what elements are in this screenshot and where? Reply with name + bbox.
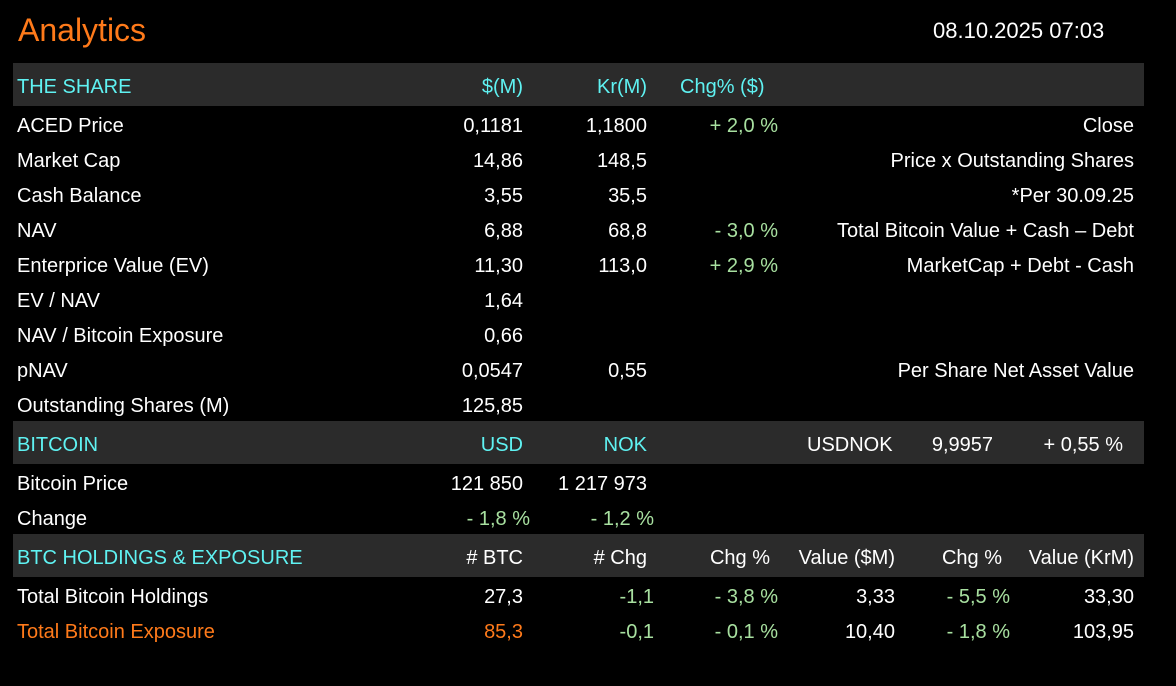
holdings-row-chg-btc: -1,1 [619, 586, 654, 608]
holdings-row-label: Total Bitcoin Holdings [17, 586, 209, 608]
share-row-label: Market Cap [17, 150, 121, 172]
share-row-usd: 6,88 [484, 220, 523, 242]
share-col-kr-header: Kr(M) [597, 76, 647, 98]
bitcoin-row-usd: 121 850 [450, 473, 523, 495]
holdings-row-chg-pct: - 0,1 % [714, 621, 778, 643]
holdings-row-chg-pct2: - 1,8 % [946, 621, 1010, 643]
bitcoin-col-usd-header: USD [480, 434, 523, 456]
holdings-row-chg-btc: -0,1 [619, 621, 654, 643]
holdings-col-value-usd-header: Value ($M) [798, 547, 895, 569]
holdings-row-value-kr: 33,30 [1083, 586, 1134, 608]
holdings-row-value-kr: 103,95 [1072, 621, 1134, 643]
holdings-header-band [13, 534, 1144, 577]
share-row-note: Per Share Net Asset Value [897, 360, 1134, 382]
share-row-usd: 0,1181 [463, 115, 523, 137]
holdings-col-value-kr-header: Value (KrM) [1028, 547, 1134, 569]
share-row-kr: 113,0 [598, 255, 647, 277]
share-col-chg-header: Chg% ($) [680, 76, 765, 98]
share-row-usd: 125,85 [461, 395, 523, 417]
bitcoin-row-nok-change: - 1,2 % [590, 508, 654, 530]
share-row-chg: - 3,0 % [714, 220, 778, 242]
share-row-usd: 11,30 [474, 255, 523, 277]
share-row-usd: 1,64 [484, 290, 523, 312]
share-row-label: EV / NAV [17, 290, 100, 312]
share-row-chg: + 2,9 % [709, 255, 778, 277]
holdings-col-btc-header: # BTC [466, 547, 523, 569]
share-row-note: MarketCap + Debt - Cash [906, 255, 1134, 277]
bitcoin-col-nok-header: NOK [603, 434, 647, 456]
holdings-row-btc: 27,3 [484, 586, 523, 608]
bitcoin-row-label: Change [17, 508, 88, 530]
share-header-band [13, 63, 1144, 106]
share-row-usd: 14,86 [472, 150, 523, 172]
bitcoin-row-usd-change: - 1,8 % [466, 508, 530, 530]
holdings-col-chg-pct2-header: Chg % [941, 547, 1002, 569]
holdings-row-chg-pct2: - 5,5 % [946, 586, 1010, 608]
share-row-label: Enterprice Value (EV) [17, 255, 209, 277]
usdnok-change: + 0,55 % [1043, 434, 1123, 456]
share-row-note: Total Bitcoin Value + Cash – Debt [836, 220, 1134, 242]
holdings-row-value-usd: 10,40 [844, 621, 895, 643]
bitcoin-section-title: BITCOIN [17, 434, 99, 456]
usdnok-value: 9,9957 [931, 434, 993, 456]
share-section-title: THE SHARE [17, 76, 132, 98]
share-row-usd: 0,0547 [461, 360, 523, 382]
holdings-row-label: Total Bitcoin Exposure [17, 621, 215, 643]
holdings-row-value-usd: 3,33 [856, 586, 895, 608]
share-row-note: *Per 30.09.25 [1011, 185, 1134, 207]
bitcoin-row-nok: 1 217 973 [558, 473, 647, 495]
holdings-row-btc: 85,3 [484, 621, 523, 643]
share-row-label: ACED Price [17, 115, 124, 137]
share-row-label: pNAV [17, 360, 68, 382]
share-row-usd: 0,66 [484, 325, 523, 347]
share-row-label: Cash Balance [17, 185, 142, 207]
share-row-kr: 0,55 [608, 360, 647, 382]
share-row-kr: 35,5 [608, 185, 647, 207]
share-row-label: Outstanding Shares (M) [17, 395, 230, 417]
bitcoin-row-label: Bitcoin Price [17, 473, 129, 495]
bitcoin-header-band [13, 421, 1144, 464]
share-row-note: Close [1082, 115, 1134, 137]
share-row-usd: 3,55 [484, 185, 523, 207]
timestamp: 08.10.2025 07:03 [933, 18, 1105, 43]
share-row-label: NAV / Bitcoin Exposure [17, 325, 224, 347]
holdings-col-chg-btc-header: # Chg [593, 547, 647, 569]
share-row-chg: + 2,0 % [709, 115, 778, 137]
share-row-kr: 148,5 [596, 150, 647, 172]
page-title: Analytics [18, 12, 147, 48]
usdnok-label: USDNOK [807, 434, 893, 456]
holdings-section-title: BTC HOLDINGS & EXPOSURE [17, 547, 303, 569]
share-row-note: Price x Outstanding Shares [890, 150, 1134, 172]
holdings-row-chg-pct: - 3,8 % [714, 586, 778, 608]
holdings-col-chg-pct-header: Chg % [709, 547, 770, 569]
share-row-kr: 68,8 [608, 220, 647, 242]
share-row-label: NAV [17, 220, 57, 242]
share-col-usd-header: $(M) [481, 76, 523, 98]
share-row-kr: 1,1800 [585, 115, 647, 137]
